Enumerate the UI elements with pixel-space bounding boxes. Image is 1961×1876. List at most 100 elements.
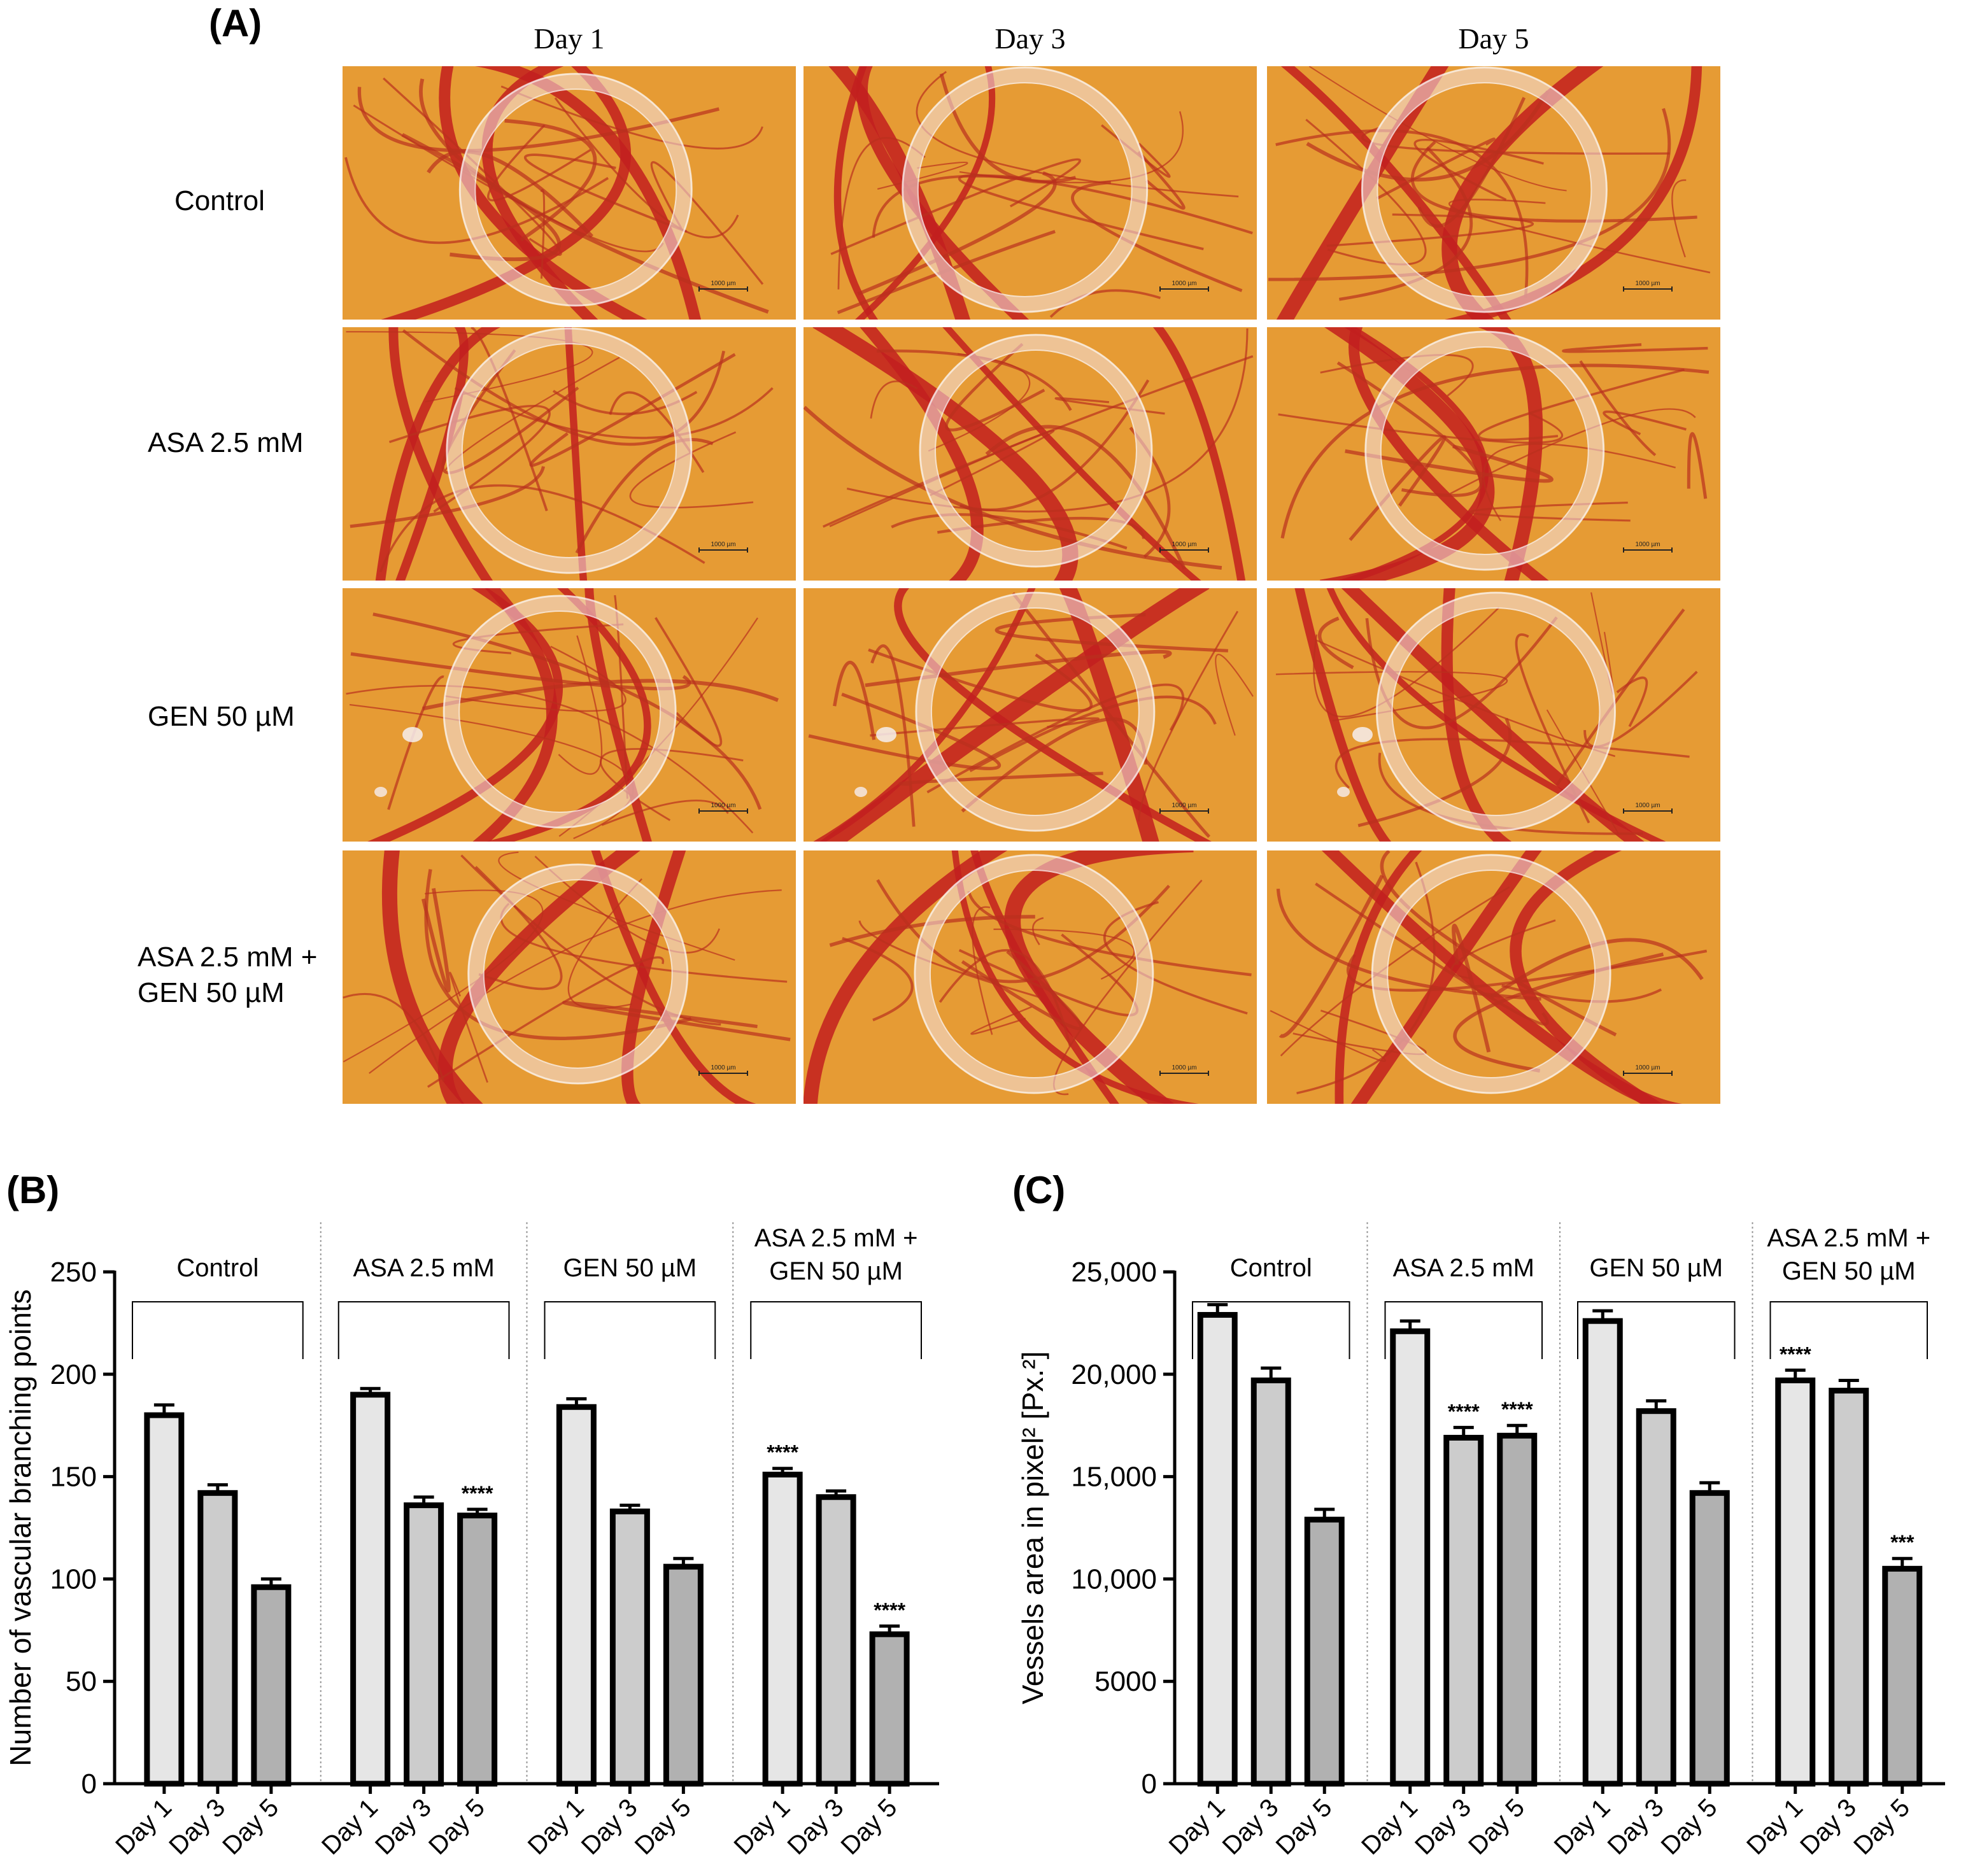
blood-vessel (1562, 343, 1708, 353)
blood-vessel (388, 327, 493, 581)
row-label-line: ASA 2.5 mM + (138, 942, 318, 973)
y-tick-label: 15,000 (1071, 1462, 1157, 1493)
blood-vessel (367, 588, 563, 842)
blood-vessel (1278, 875, 1384, 1038)
group-label: ASA 2.5 mM (1393, 1254, 1534, 1282)
bar (1829, 1388, 1869, 1787)
group-label: Control (176, 1254, 258, 1282)
blood-vessel (575, 438, 714, 554)
group-bracket (1769, 1301, 1928, 1359)
x-tick-label: Day 1 (728, 1793, 795, 1860)
blood-vessel (870, 380, 918, 419)
blood-vessel (369, 889, 782, 1074)
blood-vessel (1469, 502, 1631, 522)
blood-vessel (1280, 66, 1511, 320)
blood-vessel (1308, 66, 1567, 192)
row-label-line: GEN 50 µM (148, 701, 295, 732)
x-tick-label: Day 5 (835, 1793, 902, 1860)
blood-vessel (891, 513, 1128, 550)
column-header-day3: Day 3 (995, 22, 1066, 55)
blood-vessel (1320, 354, 1474, 397)
blood-vessel (524, 153, 688, 233)
blood-vessel (1361, 127, 1670, 155)
blood-vessel (854, 66, 996, 320)
blood-vessel (858, 920, 1041, 999)
blood-vessel (454, 387, 774, 439)
significance-marker: **** (1780, 1343, 1811, 1365)
blood-vessel (650, 161, 764, 285)
silicone-ring (443, 595, 677, 828)
blood-vessel (870, 717, 1100, 737)
chart-c-vessel-area: (C) Vessels area in pixel² [Px.²] 0 5000 10,… (1012, 1169, 1945, 1860)
x-tick-label: Day 1 (1164, 1793, 1231, 1860)
y-tick-label: 5000 (1094, 1666, 1157, 1697)
blood-vessel (1318, 616, 1354, 670)
silicone-ring (902, 67, 1148, 313)
silicone-ring (467, 864, 688, 1084)
blood-vessel (421, 887, 451, 993)
significance-marker: *** (1890, 1531, 1915, 1554)
blood-vessel (350, 652, 691, 691)
row-label-combo: ASA 2.5 mM + GEN 50 µM (138, 940, 317, 1011)
y-tick-label: 20,000 (1071, 1359, 1157, 1390)
bar (1689, 1490, 1730, 1787)
blood-vessel (865, 649, 1172, 688)
blood-vessel (1071, 181, 1243, 292)
x-tick-label: Day 1 (110, 1793, 177, 1860)
blood-vessel (970, 1006, 1032, 1035)
chart-b-branching-points: (B) Number of vascular branching points 0 5… (4, 1169, 939, 1860)
bar (663, 1563, 704, 1787)
bar (1882, 1565, 1923, 1787)
group-bracket (750, 1301, 922, 1359)
cam-photo: 1000 µm (804, 66, 1257, 320)
cam-photo: 1000 µm (1267, 850, 1720, 1104)
bar (1775, 1377, 1816, 1787)
cam-photo: 1000 µm (1267, 66, 1720, 320)
group-bracket (1577, 1301, 1736, 1359)
x-tick-label: Day 3 (370, 1793, 437, 1860)
x-tick-label: Day 5 (1656, 1793, 1723, 1860)
x-tick-label: Day 3 (576, 1793, 643, 1860)
blood-vessel (1345, 444, 1554, 483)
silicone-ring (1361, 67, 1608, 313)
blood-vessel (819, 588, 1210, 842)
blood-vessel (1280, 363, 1710, 539)
x-tick-label: Day 3 (164, 1793, 230, 1860)
y-tick-label: 0 (81, 1768, 97, 1800)
particle (854, 787, 867, 797)
blood-vessel (558, 635, 603, 775)
y-tick-label: 150 (50, 1462, 97, 1493)
blood-vessel (1339, 146, 1473, 301)
blood-vessel (343, 992, 445, 1082)
y-tick-label: 100 (50, 1563, 97, 1595)
bar (1250, 1377, 1291, 1787)
group-label: GEN 50 µM (563, 1254, 697, 1282)
blood-vessel (1326, 213, 1534, 247)
blood-vessel (1292, 1010, 1427, 1055)
y-axis-title: Number of vascular branching points (4, 1289, 37, 1766)
blood-vessel (375, 327, 501, 581)
blood-vessel (993, 928, 1135, 980)
bar (556, 1404, 597, 1787)
blood-vessel (1515, 633, 1590, 824)
blood-vessel (381, 66, 632, 320)
blood-vessel (346, 685, 754, 834)
blood-vessel (1215, 654, 1254, 736)
bar (404, 1502, 444, 1787)
group-label: GEN 50 µM (769, 1257, 903, 1285)
y-axis-title: Vessels area in pixel² [Px.²] (1016, 1351, 1049, 1705)
row-label-line: GEN 50 µM (138, 977, 285, 1008)
x-tick-label: Day 3 (1603, 1793, 1669, 1860)
group-bracket (544, 1301, 716, 1359)
x-tick-label: Day 5 (1848, 1793, 1915, 1860)
blood-vessel (350, 466, 545, 528)
bar (144, 1412, 185, 1787)
row-label-control: Control (174, 183, 265, 219)
blood-vessel (1313, 607, 1500, 717)
scale-bar-label: 1000 µm (1172, 280, 1196, 287)
group-label: GEN 50 µM (1782, 1257, 1916, 1285)
x-tick-label: Day 1 (1356, 1793, 1423, 1860)
blood-vessel (441, 349, 579, 475)
scale-bar-label: 1000 µm (1172, 541, 1196, 548)
x-tick-label: Day 1 (523, 1793, 590, 1860)
